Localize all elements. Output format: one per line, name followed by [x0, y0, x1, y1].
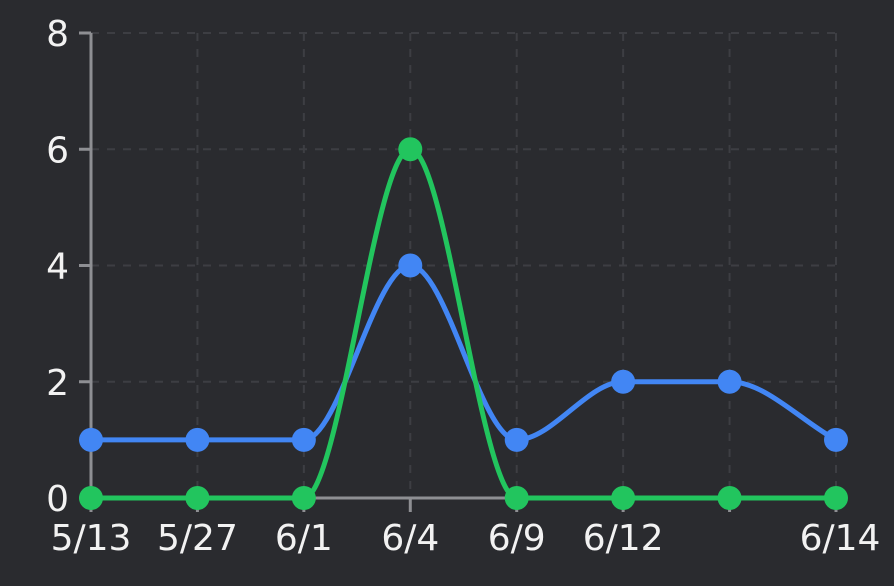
- data-point[interactable]: [717, 369, 742, 394]
- y-tick-label: 8: [46, 14, 69, 55]
- x-tick-label: 5/27: [157, 518, 238, 559]
- data-point[interactable]: [504, 427, 529, 452]
- data-point[interactable]: [291, 486, 316, 510]
- data-point[interactable]: [398, 253, 423, 278]
- data-point[interactable]: [824, 427, 848, 452]
- x-tick-label: 6/14: [800, 518, 881, 559]
- series-line-0: [91, 262, 838, 443]
- data-point[interactable]: [504, 486, 529, 510]
- data-point[interactable]: [717, 486, 742, 510]
- data-point[interactable]: [185, 427, 210, 452]
- x-tick-label: 6/1: [275, 518, 333, 559]
- x-tick-label: 6/4: [381, 518, 439, 559]
- y-tick-label: 4: [46, 247, 69, 288]
- data-point[interactable]: [824, 486, 848, 510]
- series: [79, 137, 848, 510]
- y-tick-label: 0: [46, 479, 69, 520]
- y-tick-label: 6: [46, 130, 69, 171]
- data-point[interactable]: [398, 137, 423, 162]
- data-point[interactable]: [291, 427, 316, 452]
- y-tick-label: 2: [46, 363, 69, 404]
- x-tick-label: 5/13: [51, 518, 132, 559]
- series-line-1: [91, 146, 836, 501]
- data-point[interactable]: [79, 427, 103, 452]
- data-point[interactable]: [185, 486, 210, 510]
- tick-labels: 0 2 4 6 8 5/13 5/27 6/1 6/4 6/9 6/12 6/14: [46, 14, 880, 559]
- data-point[interactable]: [611, 369, 636, 394]
- grid: [91, 32, 837, 498]
- data-point[interactable]: [611, 486, 636, 510]
- x-tick-label: 6/12: [583, 518, 664, 559]
- data-point[interactable]: [79, 486, 103, 510]
- x-tick-label: 6/9: [488, 518, 546, 559]
